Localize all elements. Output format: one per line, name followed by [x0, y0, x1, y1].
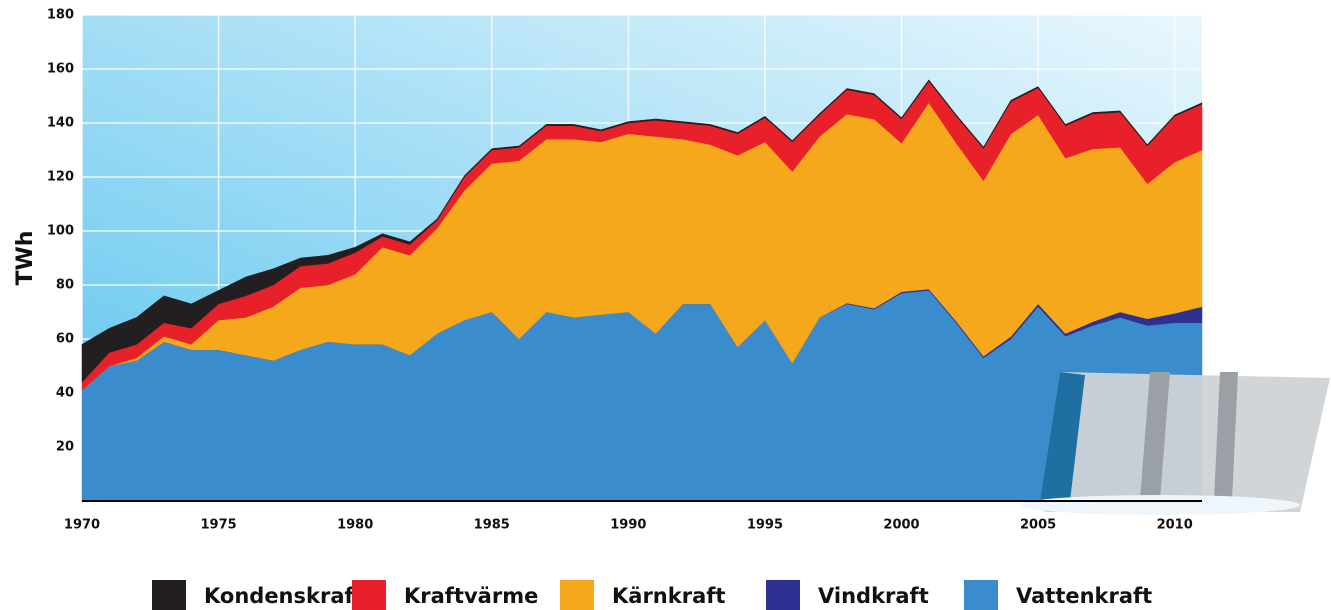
x-tick-label: 2005	[1020, 518, 1056, 533]
y-tick-label: 60	[56, 332, 74, 347]
y-tick-label: 20	[56, 440, 74, 455]
legend-swatch	[964, 580, 998, 610]
ticks: 20 40 60 80 100 120 140 160 180 1970 1975 1980 1985 1…	[47, 8, 1193, 533]
legend-swatch	[352, 580, 386, 610]
legend-label: Kraftvärme	[404, 584, 538, 608]
x-tick-label: 2000	[883, 518, 919, 533]
legend-label: Vindkraft	[818, 584, 929, 608]
dam-illustration	[1020, 372, 1330, 515]
legend-swatch	[766, 580, 800, 610]
legend-swatch	[560, 580, 594, 610]
x-tick-label: 1995	[747, 518, 783, 533]
y-tick-label: 140	[47, 116, 74, 131]
y-tick-label: 40	[56, 386, 74, 401]
legend-swatch	[152, 580, 186, 610]
x-tick-label: 1975	[200, 518, 236, 533]
x-tick-label: 2010	[1157, 518, 1193, 533]
y-tick-label: 160	[47, 62, 74, 77]
x-tick-label: 1990	[610, 518, 646, 533]
legend: Kondenskraft Kraftvärme Kärnkraft Vindkraft…	[152, 580, 1152, 610]
legend-label: Vattenkraft	[1016, 584, 1152, 608]
legend-label: Kondenskraft	[204, 584, 364, 608]
area	[81, 79, 1203, 383]
y-tick-label: 100	[47, 224, 74, 239]
y-axis-title: TWh	[13, 231, 38, 286]
y-tick-label: 80	[56, 278, 74, 293]
y-tick-label: 120	[47, 170, 74, 185]
legend-label: Kärnkraft	[612, 584, 725, 608]
y-tick-label: 180	[47, 8, 74, 23]
x-tick-label: 1980	[337, 518, 373, 533]
x-tick-label: 1985	[474, 518, 510, 533]
x-tick-label: 1970	[64, 518, 100, 533]
